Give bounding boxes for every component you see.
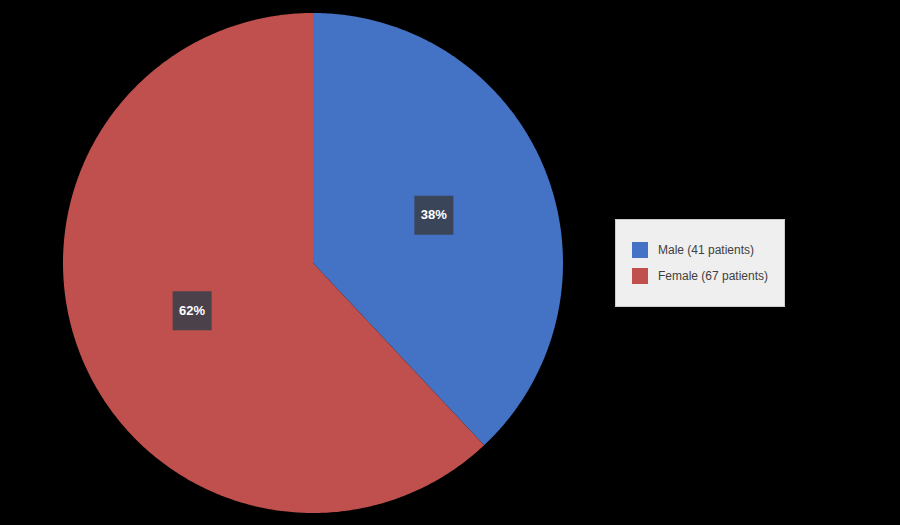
html-text:Female (67 patients): Female (67 patients) xyxy=(658,268,769,283)
svg-text:62%: 62% xyxy=(179,303,205,318)
html-text:Male (41 patients): Male (41 patients) xyxy=(658,242,754,257)
svg-text:38%: 38% xyxy=(421,207,447,222)
